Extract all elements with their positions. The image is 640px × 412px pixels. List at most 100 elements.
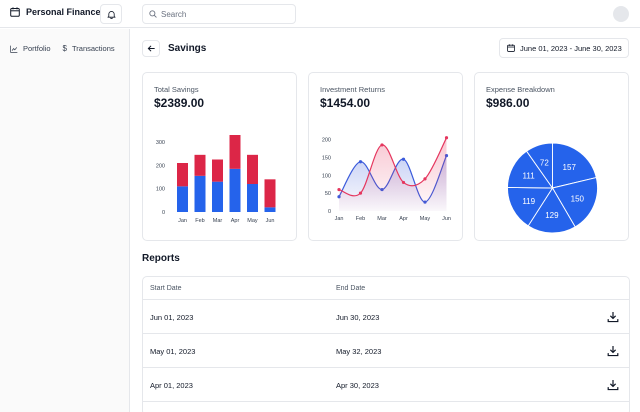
- app-title: Personal Finance: [26, 7, 101, 17]
- reports-table: Start Date End Date Jun 01, 2023 Jun 30,…: [142, 276, 630, 412]
- card-value: $1454.00: [320, 96, 371, 110]
- card-label: Investment Returns: [320, 85, 386, 94]
- series-2-point-jan: [337, 187, 341, 192]
- series-2-area: [339, 137, 447, 211]
- page-title: Savings: [168, 43, 207, 54]
- card-label: Total Savings: [154, 85, 199, 94]
- bar-mar-series-1: [212, 181, 223, 212]
- series-2-point-apr: [401, 180, 406, 185]
- arrow-left-icon: [147, 45, 155, 52]
- calendar-icon: [507, 44, 515, 52]
- top-bar: Personal Finance: [0, 0, 640, 28]
- calendar-icon: [10, 7, 20, 17]
- bar-mar-series-2: [212, 159, 223, 182]
- column-header-end-date: End Date: [336, 285, 366, 292]
- x-tick-label: May: [420, 216, 431, 222]
- card-label: Expense Breakdown: [486, 85, 555, 94]
- x-tick-label: May: [247, 218, 258, 224]
- pie-slice-label: 119: [522, 197, 535, 206]
- x-tick-label: Jun: [266, 218, 275, 224]
- start-date-cell: Jun 01, 2023: [150, 313, 194, 322]
- bar-may-series-1: [247, 184, 258, 212]
- sidebar: Portfolio $ Transactions: [0, 29, 130, 412]
- back-button[interactable]: [142, 40, 160, 57]
- card-value: $986.00: [486, 96, 530, 110]
- x-tick-label: Mar: [213, 218, 223, 224]
- download-icon[interactable]: [607, 311, 619, 323]
- sidebar-item-portfolio[interactable]: Portfolio: [10, 44, 51, 53]
- y-tick-label: 150: [322, 155, 331, 161]
- bar-jan-series-2: [177, 163, 188, 187]
- y-tick-label: 50: [325, 191, 331, 197]
- pie-slice-label: 150: [571, 195, 585, 204]
- date-range-label: June 01, 2023 - June 30, 2023: [520, 43, 622, 53]
- x-tick-label: Jan: [178, 218, 187, 224]
- reports-title: Reports: [142, 253, 180, 264]
- investment-returns-card: Investment Returns $1454.00 0 50 100 150 200…: [308, 72, 463, 241]
- sidebar-item-transactions[interactable]: $ Transactions: [63, 44, 115, 53]
- y-tick-label: 200: [156, 163, 165, 169]
- series-2-point-jun: [444, 136, 449, 140]
- pie-slice-129: [527, 187, 576, 234]
- notifications-button[interactable]: [100, 4, 122, 24]
- column-header-start-date: Start Date: [150, 285, 182, 292]
- series-2-point-mar: [380, 143, 384, 147]
- series-2-point-may: [423, 177, 427, 181]
- table-row: May 01, 2023 May 32, 2023: [143, 334, 629, 368]
- bar-may-series-2: [247, 154, 258, 184]
- pie-slice-150: [551, 177, 598, 228]
- y-tick-label: 300: [156, 140, 165, 146]
- bar-feb-series-2: [194, 154, 206, 176]
- pie-slice-label: 157: [563, 163, 577, 172]
- x-tick-label: Mar: [377, 216, 387, 222]
- bar-jan-series-1: [177, 186, 188, 212]
- card-value: $2389.00: [154, 96, 205, 110]
- pie-slice-119: [507, 186, 554, 227]
- end-date-cell: Apr 30, 2023: [336, 381, 379, 390]
- x-tick-label: Jan: [335, 216, 344, 222]
- end-date-cell: Jun 30, 2023: [336, 313, 380, 322]
- series-2-line: [338, 137, 448, 197]
- expense-pie-chart: 157 150 129 119 111 72: [507, 142, 598, 234]
- table-row: Jun 01, 2023 Jun 30, 2023: [143, 300, 629, 334]
- search-input[interactable]: [161, 9, 291, 19]
- pie-slice-157: [552, 142, 597, 189]
- date-range-picker[interactable]: June 01, 2023 - June 30, 2023: [499, 38, 629, 58]
- brand: Personal Finance: [10, 7, 101, 17]
- bar-feb-series-1: [194, 175, 206, 212]
- pie-slice-label: 72: [540, 158, 549, 167]
- end-date-cell: May 32, 2023: [336, 347, 382, 356]
- search-box[interactable]: [142, 4, 296, 24]
- series-1-point-feb: [358, 160, 363, 164]
- x-tick-label: Feb: [356, 216, 365, 222]
- main-content: Savings June 01, 2023 - June 30, 2023 To…: [131, 29, 640, 412]
- y-tick-label: 100: [322, 173, 331, 179]
- series-1-point-apr: [401, 157, 406, 161]
- sidebar-nav: Portfolio $ Transactions: [10, 44, 115, 53]
- bar-jun-series-2: [264, 179, 276, 208]
- savings-bar-chart: 0 100 200 300 Jan Feb Mar Apr May Jun: [156, 135, 276, 224]
- avatar[interactable]: [613, 6, 629, 22]
- table-header: Start Date End Date: [143, 277, 629, 300]
- total-savings-card: Total Savings $2389.00 0 100 200 300 Jan Feb M…: [142, 72, 297, 241]
- x-tick-label: Feb: [195, 218, 204, 224]
- pie-slice-label: 129: [545, 211, 559, 220]
- download-icon[interactable]: [607, 345, 619, 357]
- bar-jun-series-1: [264, 207, 276, 212]
- dollar-icon: $: [62, 44, 67, 53]
- download-icon[interactable]: [607, 379, 619, 391]
- y-tick-label: 200: [322, 138, 331, 144]
- y-tick-label: 0: [328, 209, 331, 215]
- x-tick-label: Apr: [399, 216, 408, 222]
- pie-slice-label: 111: [523, 171, 536, 180]
- sidebar-item-label: Portfolio: [23, 44, 51, 53]
- pie-slice-72: [525, 142, 553, 190]
- start-date-cell: Apr 01, 2023: [150, 381, 193, 390]
- bell-icon: [106, 10, 116, 19]
- bar-apr-series-2: [229, 135, 241, 169]
- expense-breakdown-card: Expense Breakdown $986.00 157 150 129 119 11…: [474, 72, 629, 241]
- x-tick-label: Jun: [442, 216, 451, 222]
- search-icon: [149, 10, 157, 18]
- investment-line-chart: 0 50 100 150 200 Jan Feb Mar Apr May Jun: [322, 136, 451, 222]
- start-date-cell: May 01, 2023: [150, 347, 196, 356]
